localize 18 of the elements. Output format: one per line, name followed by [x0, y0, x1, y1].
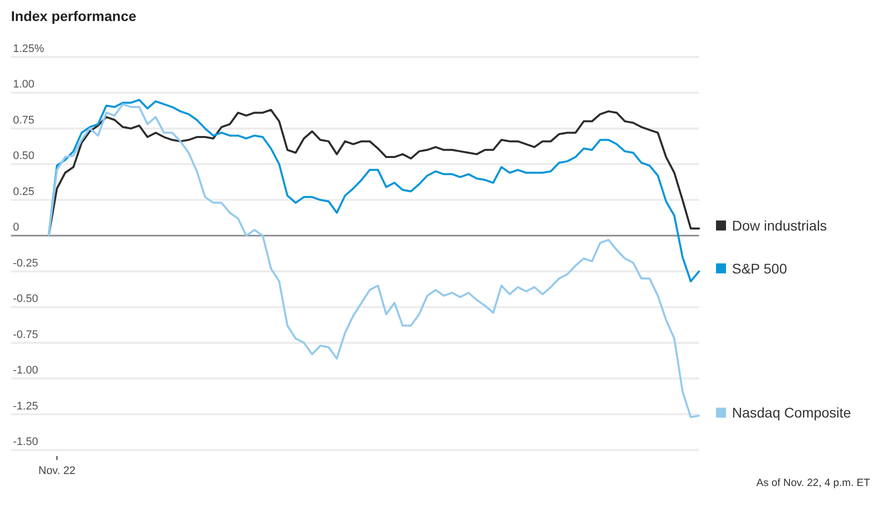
y-tick-label: -1.25: [13, 400, 38, 412]
x-tick-label: Nov. 22: [38, 465, 76, 477]
legend-label: Dow industrials: [732, 217, 827, 234]
legend-label: Nasdaq Composite: [732, 404, 852, 421]
y-tick-label: -1.00: [13, 364, 38, 377]
y-tick-label: -0.50: [13, 293, 38, 306]
y-tick-label: -0.25: [13, 257, 38, 270]
chart-title: Index performance: [11, 8, 136, 24]
y-tick-label: -0.75: [13, 328, 38, 341]
y-tick-label: 1.25%: [13, 43, 44, 55]
y-tick-label: 0.50: [13, 150, 34, 162]
y-tick-label: 0: [13, 222, 20, 234]
y-tick-label: 0.25: [13, 186, 34, 198]
legend-label: S&P 500: [732, 260, 788, 276]
text: As of Nov. 22, 4 p.m. ET: [756, 477, 870, 489]
y-tick-label: 1.00: [13, 78, 34, 91]
y-tick-label: -1.50: [13, 436, 38, 448]
y-tick-label: 0.75: [13, 114, 34, 126]
